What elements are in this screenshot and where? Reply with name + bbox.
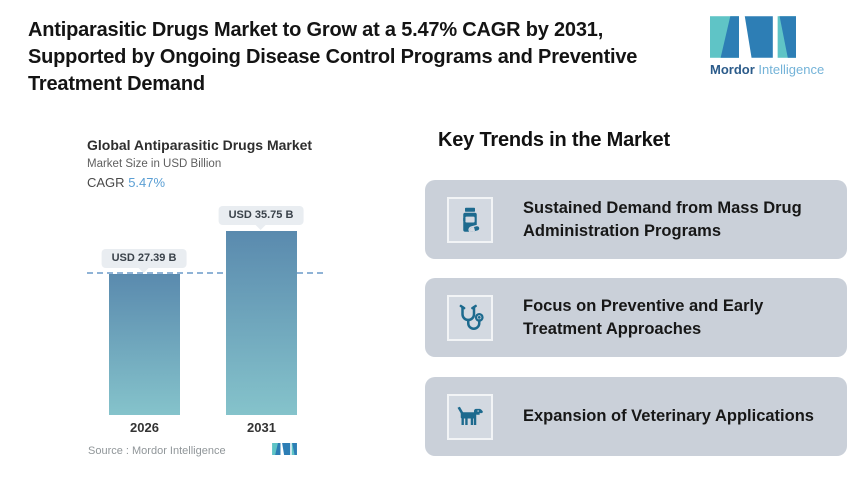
trend-label: Expansion of Veterinary Applications (523, 407, 814, 425)
bar-2031 (226, 231, 297, 415)
trend-label: Focus on Preventive and Early Treatment … (523, 296, 764, 338)
source-note: Source : Mordor Intelligence (88, 445, 226, 457)
bar-2026 (109, 274, 180, 415)
stethoscope-icon (447, 294, 493, 341)
trend-label: Sustained Demand from Mass Drug Administ… (523, 198, 802, 240)
brand-name: Mordor Intelligence (710, 62, 842, 77)
trend-card-preventive-treatment: Focus on Preventive and Early Treatment … (425, 278, 847, 357)
target-dashed-line (87, 272, 323, 274)
x-axis-label-2026: 2026 (130, 420, 159, 435)
cagr-value: 5.47% (128, 175, 166, 190)
dog-icon (447, 393, 493, 440)
page-title-line: Antiparasitic Drugs Market to Grow at a … (28, 19, 604, 41)
page-title-line: Treatment Demand (28, 73, 205, 95)
chart-subtitle: Market Size in USD Billion (87, 158, 222, 170)
pill-bottle-icon (447, 196, 493, 243)
mordor-logo-small-icon (272, 443, 297, 455)
bar-value-label: USD 35.75 B (218, 206, 304, 225)
trend-card-veterinary-applications: Expansion of Veterinary Applications (425, 377, 847, 456)
cagr-label: CAGR (87, 175, 125, 190)
page-title: Antiparasitic Drugs Market to Grow at a … (28, 17, 708, 98)
chart-cagr: CAGR 5.47% (87, 175, 165, 190)
brand-logo: Mordor Intelligence (710, 16, 842, 77)
mordor-logo-icon (710, 16, 796, 58)
brand-name-primary: Mordor (710, 62, 755, 77)
trend-card-mass-drug-administration: Sustained Demand from Mass Drug Administ… (425, 180, 847, 259)
x-axis-label-2031: 2031 (247, 420, 276, 435)
page-title-line: Supported by Ongoing Disease Control Pro… (28, 46, 638, 68)
brand-name-secondary: Intelligence (758, 62, 825, 77)
trends-heading: Key Trends in the Market (438, 129, 670, 151)
chart-title: Global Antiparasitic Drugs Market (87, 137, 313, 153)
bar-value-label: USD 27.39 B (101, 249, 187, 268)
